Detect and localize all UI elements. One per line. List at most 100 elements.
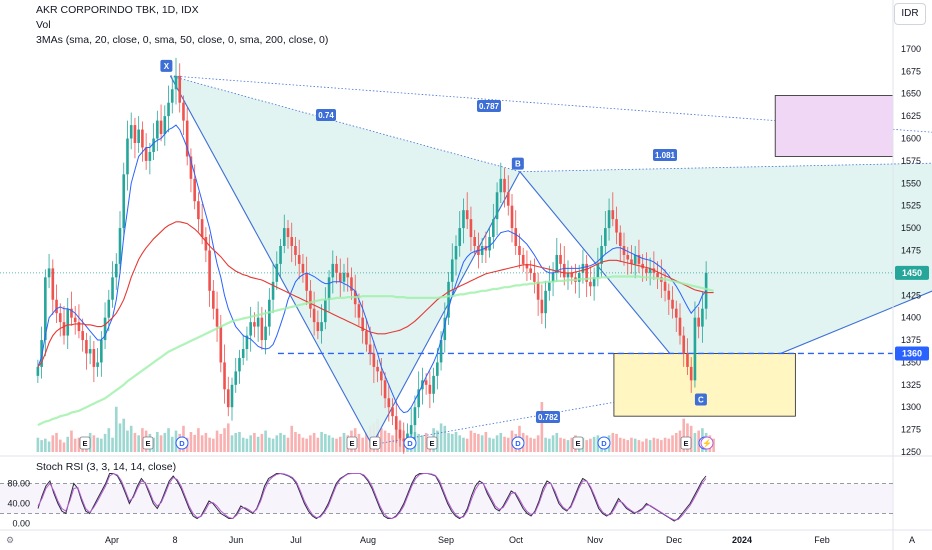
- candle-body: [282, 228, 286, 246]
- candle-body: [585, 263, 588, 282]
- candle-body: [533, 272, 536, 282]
- candle-body: [215, 308, 219, 327]
- volume-bar: [548, 438, 551, 452]
- candle-body: [241, 349, 245, 358]
- candle-body: [436, 362, 439, 376]
- earnings-marker-text: E: [372, 439, 377, 448]
- volume-bar: [469, 430, 473, 452]
- volume-bar: [417, 433, 420, 452]
- ma-legend: 3MAs (sma, 20, close, 0, sma, 50, close,…: [36, 34, 329, 46]
- time-axis[interactable]: Apr 8 Jun Jul Aug Sep Oct Nov Dec 2024 Feb A ⚙: [0, 529, 932, 545]
- price-tick-label: 1250: [901, 447, 921, 457]
- point-c-label-text: C: [698, 396, 704, 405]
- last-price-badge-text: 1450: [902, 268, 922, 278]
- volume-bar: [674, 432, 678, 452]
- volume-bar: [357, 433, 361, 452]
- candle-body: [570, 272, 574, 278]
- candle-body: [615, 219, 618, 233]
- candle-body: [47, 268, 51, 278]
- price-tick-label: 1350: [901, 357, 921, 367]
- volume-bar: [678, 430, 682, 452]
- candle-body: [380, 371, 383, 381]
- volume-bar: [316, 437, 320, 452]
- candle-body: [167, 102, 170, 117]
- volume-bar: [122, 418, 126, 452]
- candle-body: [264, 326, 267, 341]
- candle-body: [238, 357, 241, 372]
- candle-body: [305, 272, 308, 291]
- candle-body: [462, 210, 465, 229]
- volume-bar: [652, 437, 656, 452]
- stoch-tick-label: 0.00: [12, 519, 30, 529]
- volume-bar: [663, 437, 667, 452]
- earnings-marker-text: E: [683, 439, 688, 448]
- volume-bar: [327, 435, 331, 452]
- earnings-marker: [572, 436, 584, 450]
- candle-body: [342, 272, 346, 282]
- candle-body: [174, 75, 178, 90]
- volume-bar: [540, 402, 544, 452]
- candle-body: [170, 89, 174, 103]
- volume-bar: [611, 432, 615, 452]
- volume-bar: [488, 437, 491, 452]
- volume-bar: [282, 434, 286, 452]
- time-tick-label: Nov: [587, 535, 604, 545]
- stoch-tick-label: 80.00: [7, 479, 30, 489]
- candle-body: [492, 219, 495, 238]
- candle-body: [637, 254, 641, 264]
- ratio-ac-label-text: 0.782: [538, 413, 559, 422]
- volume-bar: [589, 438, 592, 452]
- candle-body: [581, 263, 585, 273]
- support-zone: [613, 353, 796, 417]
- currency-button[interactable]: IDR: [894, 3, 926, 25]
- ratio-ac-label-bg: [536, 411, 560, 423]
- volume-bar: [633, 438, 637, 452]
- candle-body: [62, 322, 66, 336]
- volume-bar: [51, 435, 55, 452]
- volume-bar: [193, 434, 196, 452]
- candle-body: [70, 308, 73, 318]
- candle-body: [592, 277, 596, 287]
- candle-body: [275, 263, 279, 282]
- ratio-ac-label: 0.782: [536, 411, 560, 423]
- volume-bar: [387, 432, 391, 452]
- candle-body: [66, 308, 70, 336]
- volume-bar: [615, 433, 618, 452]
- time-tick-label: Oct: [509, 535, 524, 545]
- candle-body: [365, 331, 368, 345]
- candle-body: [529, 268, 532, 273]
- lightning-marker: [700, 436, 714, 450]
- volume-bar: [503, 436, 506, 452]
- volume-bar: [55, 432, 58, 452]
- candle-body: [488, 237, 491, 251]
- last-price-badge: [895, 265, 929, 280]
- price-tick-label: 1400: [901, 313, 921, 323]
- candle-body: [387, 398, 391, 408]
- xab-triangle: [170, 75, 520, 445]
- candle-body: [704, 272, 708, 309]
- candle-body: [458, 228, 462, 246]
- volume-bar: [383, 430, 387, 452]
- dividend-marker: [511, 436, 525, 450]
- volume-bar: [331, 437, 335, 452]
- candle-body: [540, 299, 544, 314]
- volume-bar: [324, 433, 327, 452]
- volume-bar: [286, 437, 290, 452]
- candle-body: [230, 384, 234, 408]
- volume-bar: [338, 436, 342, 452]
- time-tick-label: 2024: [732, 535, 752, 545]
- volume-bar: [667, 438, 671, 452]
- candle-body: [286, 228, 290, 238]
- volume-bar: [297, 433, 301, 452]
- candle-body: [73, 317, 77, 323]
- price-tick-label: 1500: [901, 223, 921, 233]
- candle-body: [514, 228, 518, 246]
- bcd-triangle: [519, 163, 932, 388]
- candle-body: [294, 246, 297, 255]
- candle-body: [589, 281, 592, 287]
- volume-bar: [480, 435, 484, 452]
- volume-bar: [212, 438, 215, 452]
- volume-bar: [439, 423, 443, 452]
